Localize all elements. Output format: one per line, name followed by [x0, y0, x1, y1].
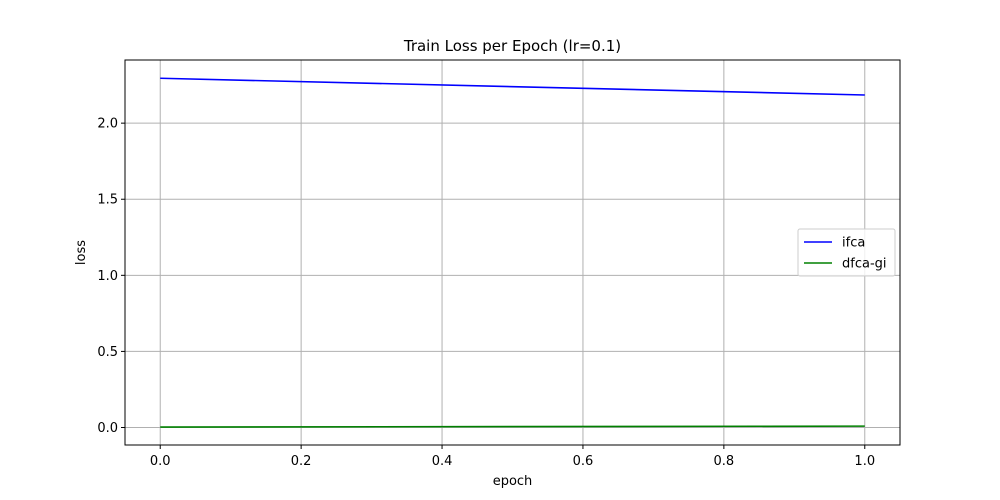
x-tick-label: 0.4	[432, 454, 453, 469]
series-line-ifca	[160, 77, 865, 96]
legend-label-ifca: ifca	[842, 236, 865, 251]
legend-box	[797, 228, 896, 277]
x-tick-label: 0.0	[150, 454, 171, 469]
tick-layer: 0.0 0.2 0.4 0.6 0.8 1.0 0.0 0.5 1.0 1.5 2.0	[97, 117, 875, 469]
series-line-dfca-gi	[160, 425, 865, 428]
y-axis-label: loss	[74, 240, 89, 265]
series-layer	[160, 77, 865, 428]
x-tick-label: 0.8	[714, 454, 735, 469]
legend: ifca dfca-gi	[797, 228, 896, 277]
chart-title: Train Loss per Epoch (lr=0.1)	[403, 37, 621, 55]
x-tick-label: 1.0	[854, 454, 875, 469]
y-tick-label: 1.5	[97, 193, 118, 208]
y-tick-label: 1.0	[97, 269, 118, 284]
grid-layer	[125, 60, 900, 445]
x-tick-label: 0.6	[573, 454, 594, 469]
x-axis-label: epoch	[493, 474, 533, 489]
plot-frame	[124, 59, 901, 446]
y-tick-label: 0.5	[97, 345, 118, 360]
y-tick-label: 2.0	[97, 117, 118, 132]
y-tick-label: 0.0	[97, 421, 118, 436]
x-tick-label: 0.2	[291, 454, 312, 469]
legend-label-dfca-gi: dfca-gi	[842, 257, 887, 272]
